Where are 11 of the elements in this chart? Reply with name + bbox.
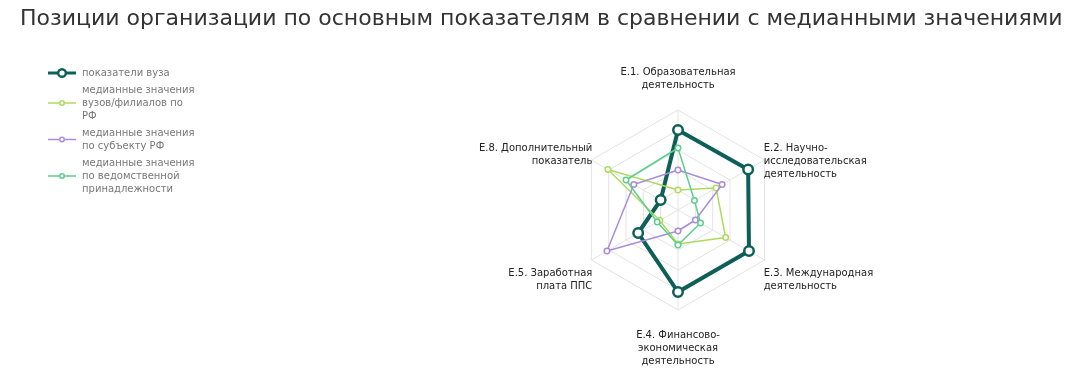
legend-label: показатели вуза [82, 67, 170, 78]
spoke-label: E.5. Заработная плата ППС [508, 266, 593, 291]
legend-label: медианные значения по ведомственной принадлежности [82, 157, 195, 194]
spoke-label: E.8. Дополнительный показатель [478, 141, 593, 166]
spoke-label: E.1. Образовательная деятельность [620, 66, 736, 90]
spoke-label: E.4. Финансово-экономическая деятельность [636, 329, 721, 366]
spoke-label: E.3. Международная деятельность [763, 266, 874, 291]
chart-title: Позиции организации по основным показателям в сравнении с медианными значениями [20, 5, 1063, 30]
spoke-label: E.2. Научно-исследовательская деятельность [763, 141, 867, 179]
legend-label: медианные значения вузов/филиалов по РФ [82, 84, 195, 121]
legend-label: медианные значения по субъекту РФ [82, 127, 195, 151]
